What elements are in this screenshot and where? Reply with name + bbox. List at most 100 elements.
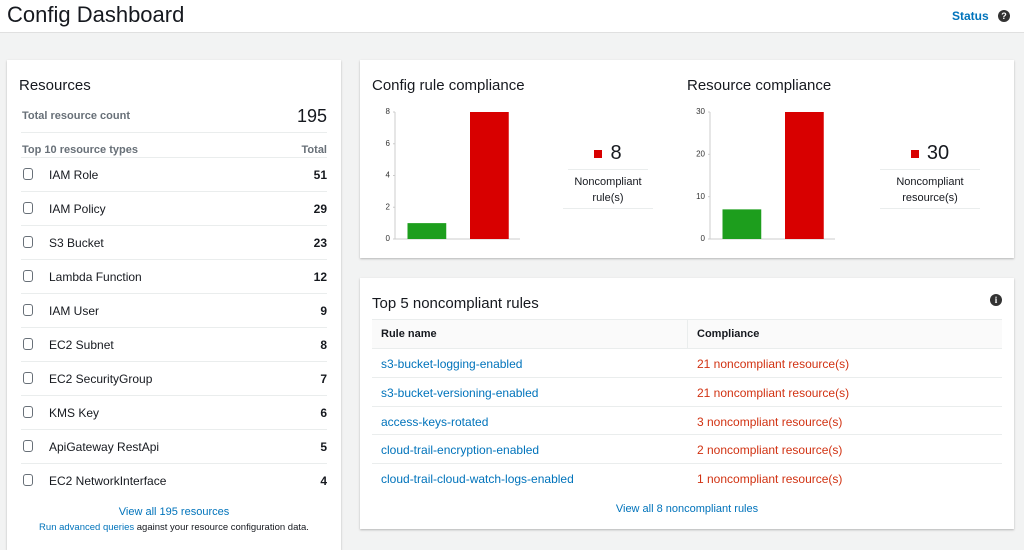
resource-row: Lambda Function 12 [21, 259, 327, 293]
resource-name: EC2 SecurityGroup [49, 372, 153, 386]
rule-row: cloud-trail-encryption-enabled 2 noncompl… [372, 434, 1002, 463]
bar [785, 112, 824, 239]
y-tick-label: 30 [696, 107, 705, 116]
column-header: Rule name [381, 328, 437, 340]
summary-value: 8 [610, 142, 622, 164]
summary-label: Noncompliant rule(s) [563, 174, 653, 209]
view-all-resources[interactable]: View all 195 resources [118, 506, 230, 518]
help-icon[interactable]: ? [998, 10, 1010, 22]
bar [407, 223, 447, 239]
divider [21, 132, 327, 133]
summary-count: 30 [880, 142, 980, 170]
resource-count: 23 [313, 236, 327, 250]
query-line: Run advanced queries against your resour… [7, 522, 341, 533]
info-icon[interactable]: i [990, 294, 1002, 306]
rule-name[interactable]: access-keys-rotated [381, 414, 489, 429]
rules-panel: Top 5 noncompliant rules i Rule name Com… [360, 278, 1014, 529]
rule-compliance: 2 noncompliant resource(s) [697, 443, 843, 458]
resource-icon [23, 474, 33, 486]
rule-compliance: 21 noncompliant resource(s) [697, 357, 850, 371]
column-header: Compliance [697, 328, 760, 340]
summary-value: 30 [926, 142, 950, 164]
resource-icon [23, 304, 33, 316]
query-link[interactable]: Run advanced queries [39, 522, 135, 533]
resource-row: KMS Key 6 [21, 395, 327, 429]
resource-count: 12 [313, 270, 327, 284]
panel-title: Top 5 noncompliant rules [372, 295, 539, 312]
resource-icon [23, 168, 33, 180]
resource-row: IAM User 9 [21, 293, 327, 327]
resource-name: Lambda Function [49, 270, 142, 284]
resource-name: EC2 NetworkInterface [49, 474, 167, 488]
resource-row: EC2 SecurityGroup 7 [21, 361, 327, 395]
resource-icon [23, 440, 33, 452]
resource-name: KMS Key [49, 406, 100, 420]
resource-count: 29 [313, 202, 327, 216]
list-header: Top 10 resource types [22, 144, 138, 156]
resource-name: EC2 Subnet [49, 338, 114, 352]
y-tick-label: 10 [696, 192, 705, 201]
rule-compliance: 1 noncompliant resource(s) [697, 472, 843, 487]
resource-icon [23, 406, 33, 418]
y-tick-label: 4 [386, 171, 391, 180]
resource-name: S3 Bucket [49, 236, 104, 250]
rule-compliance: 3 noncompliant resource(s) [697, 414, 843, 429]
compliance-panel: Config rule compliance Resource complian… [360, 60, 1014, 258]
rule-compliance: 21 noncompliant resource(s) [697, 385, 850, 400]
resource-count: 4 [320, 474, 327, 488]
resource-row: IAM Policy 29 [21, 191, 327, 225]
resource-row: ApiGateway RestApi 5 [21, 429, 327, 463]
rule-name[interactable]: s3-bucket-versioning-enabled [381, 385, 539, 400]
resource-icon [23, 338, 33, 350]
resource-count: 8 [320, 338, 327, 352]
resource-icon [23, 202, 33, 214]
resource-row: EC2 Subnet 8 [21, 327, 327, 361]
total-label: Total resource count [22, 110, 130, 122]
count-header: Total [301, 144, 327, 156]
bar [470, 112, 509, 239]
resource-name: IAM User [49, 304, 100, 318]
resource-name: ApiGateway RestApi [49, 440, 160, 454]
page-title: Config Dashboard [7, 2, 185, 27]
view-all-rules[interactable]: View all 8 noncompliant rules [615, 503, 759, 515]
resource-count: 6 [320, 406, 327, 420]
resource-icon [23, 372, 33, 384]
total-count: 195 [296, 106, 327, 126]
resource-icon [23, 270, 33, 282]
y-tick-label: 2 [386, 202, 391, 211]
y-tick-label: 0 [386, 234, 391, 243]
bar [722, 209, 762, 239]
summary-count: 8 [568, 142, 648, 170]
resource-row: EC2 NetworkInterface 4 [21, 463, 327, 497]
header: Config Dashboard Status ? [0, 0, 1024, 33]
resource-row: IAM Role 51 [21, 157, 327, 191]
y-tick-label: 6 [386, 139, 391, 148]
rule-row: s3-bucket-logging-enabled 21 noncompliant… [372, 348, 1002, 377]
resource-name: IAM Role [49, 168, 99, 182]
chart-title: Config rule compliance [372, 77, 525, 94]
rule-row: s3-bucket-versioning-enabled 21 noncompli… [372, 376, 1002, 406]
rule-row: access-keys-rotated 3 noncompliant resour… [372, 405, 1002, 435]
resources-panel: Resources Total resource count 195 Top 1… [7, 60, 341, 550]
resource-name: IAM Policy [49, 202, 106, 216]
query-text: against your resource configuration data… [136, 522, 309, 533]
summary-label: Noncompliant resource(s) [880, 174, 980, 209]
y-tick-label: 20 [696, 149, 705, 158]
rule-name[interactable]: cloud-trail-cloud-watch-logs-enabled [381, 472, 574, 487]
rule-row: cloud-trail-cloud-watch-logs-enabled 1 no… [372, 463, 1002, 492]
status-link[interactable]: Status [952, 9, 989, 23]
resource-count: 5 [320, 440, 327, 454]
y-tick-label: 8 [386, 107, 391, 116]
column-divider [687, 320, 688, 348]
resource-count: 9 [320, 304, 327, 318]
panel-title: Resources [19, 77, 91, 94]
resource-icon [23, 236, 33, 248]
y-tick-label: 0 [701, 234, 706, 243]
rule-name[interactable]: cloud-trail-encryption-enabled [381, 443, 540, 458]
resource-row: S3 Bucket 23 [21, 225, 327, 259]
chart-title: Resource compliance [687, 77, 832, 94]
resource-count: 51 [313, 168, 327, 182]
rule-name[interactable]: s3-bucket-logging-enabled [381, 357, 523, 371]
charts: 0 2 4 6 8 0 10 20 30 [386, 107, 835, 243]
